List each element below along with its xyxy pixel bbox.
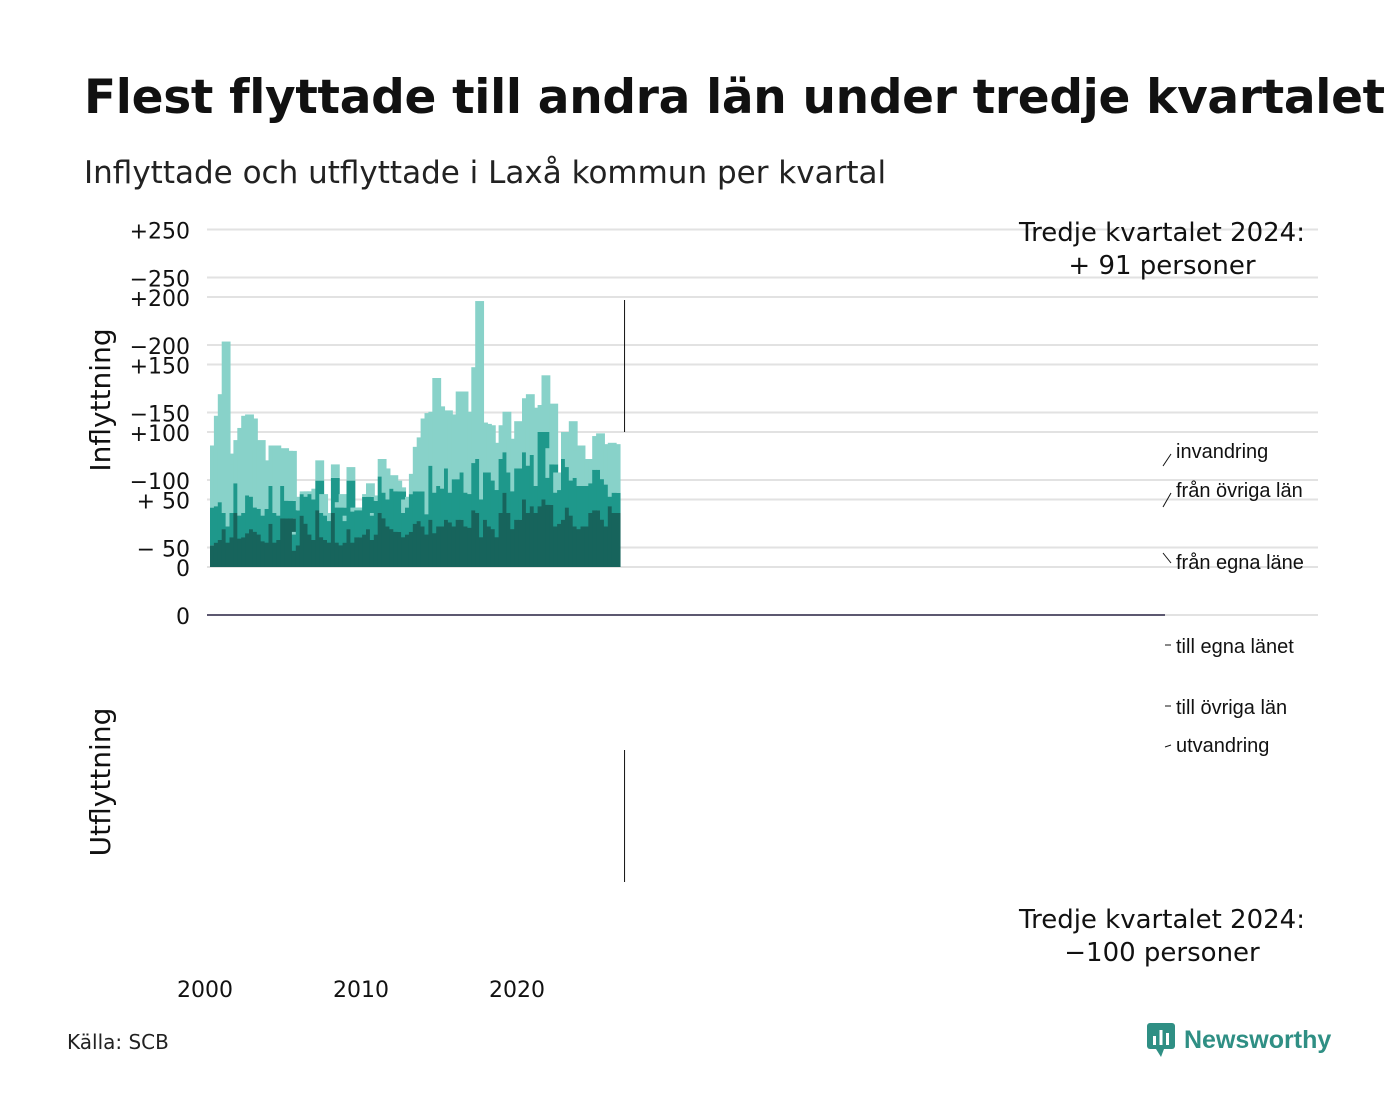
- inflow-bar: [377, 459, 387, 477]
- inflow-y-tick-label: +200: [130, 287, 190, 312]
- brand-logo: Newsworthy: [1146, 1022, 1331, 1058]
- inflow-bar: [475, 301, 485, 459]
- inflow-y-tick-label: + 50: [137, 490, 190, 515]
- chart-subtitle: Inflyttade och utflyttade i Laxå kommun …: [84, 155, 887, 191]
- inflow-bar: [486, 425, 496, 473]
- inflow-bar: [288, 450, 297, 501]
- outflow-y-tick-label: −150: [130, 403, 190, 428]
- inflow-y-tick-label: +150: [130, 355, 190, 380]
- inflow-bar: [319, 494, 329, 513]
- inflow-bar: [459, 391, 469, 473]
- outflow-y-tick-label: 0: [176, 605, 190, 630]
- inflow-y-tick-label: +100: [130, 422, 190, 447]
- outflow-y-tick-label: − 50: [137, 538, 190, 563]
- inflow-bar: [330, 477, 340, 513]
- inflow-bar: [541, 375, 551, 432]
- x-tick-label: 2020: [489, 978, 545, 1003]
- inflow-bar: [221, 341, 231, 513]
- x-tick-label: 2010: [333, 978, 389, 1003]
- inflow-annotation: + 91 personer: [1068, 251, 1256, 281]
- outflow-y-tick-label: −250: [130, 268, 190, 293]
- outflow-y-tick-label: −100: [130, 470, 190, 495]
- x-tick-label: 2000: [177, 978, 233, 1003]
- outflow-axis-title: Utflyttning: [84, 708, 117, 857]
- brand-icon: [1147, 1023, 1175, 1057]
- outflow-y-tick-label: −200: [130, 335, 190, 360]
- label-fran-egna-lane: från egna läne: [1176, 552, 1304, 574]
- outflow-annotation: −100 personer: [1064, 938, 1260, 968]
- inflow-bar: [611, 513, 621, 567]
- inflow-bar: [346, 480, 356, 530]
- outflow-annotation: Tredje kvartalet 2024:: [1018, 905, 1305, 935]
- bars: [210, 301, 621, 567]
- label-till-egna-lanet: till egna länet: [1176, 636, 1294, 658]
- leader-egna: [1162, 552, 1172, 564]
- label-invandring: invandring: [1176, 441, 1268, 463]
- inflow-bar: [272, 445, 282, 513]
- source-note: Källa: SCB: [67, 1030, 169, 1054]
- inflow-annotation: Tredje kvartalet 2024:: [1018, 218, 1305, 248]
- leader-utvandring: [1164, 744, 1172, 748]
- inflow-bar: [330, 464, 340, 478]
- chart-title: Flest flyttade till andra län under tred…: [84, 70, 1385, 125]
- label-till-ovriga-lan: till övriga län: [1176, 697, 1287, 719]
- inflow-y-tick-label: 0: [176, 557, 190, 582]
- inflow-bar: [611, 444, 621, 493]
- inflow-bar: [393, 480, 403, 492]
- inflow-bar: [529, 407, 539, 455]
- inflow-bar: [288, 500, 297, 519]
- inflow-bar: [315, 460, 325, 481]
- inflow-bar: [338, 494, 348, 508]
- leader-invandring: [1162, 453, 1172, 467]
- leader-ovriga: [1162, 492, 1172, 508]
- series-labels: invandring från övriga län från egna läne t…: [1162, 441, 1304, 757]
- inflow-bar: [346, 467, 356, 481]
- inflow-bar: [397, 487, 407, 492]
- label-utvandring: utvandring: [1176, 735, 1269, 757]
- inflow-bar: [366, 483, 375, 497]
- inflow-bar: [502, 411, 512, 453]
- label-fran-ovriga-lan: från övriga län: [1176, 480, 1303, 502]
- inflow-bar: [611, 492, 621, 513]
- inflow-bar: [381, 468, 391, 493]
- brand-name: Newsworthy: [1184, 1025, 1332, 1054]
- inflow-y-tick-label: +250: [130, 220, 190, 245]
- inflow-bar: [549, 403, 559, 465]
- inflow-axis-title: Inflyttning: [84, 328, 117, 471]
